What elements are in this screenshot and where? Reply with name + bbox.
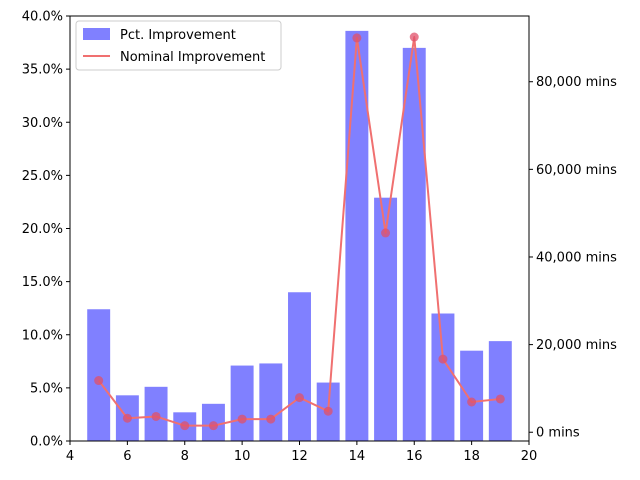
x-tick-label-18: 18	[463, 449, 480, 464]
legend-box	[75, 20, 282, 71]
bars-layer	[87, 30, 512, 441]
y-right-tick-label-4: 80,000 mins	[536, 75, 617, 90]
x-tick-label-4: 4	[66, 449, 74, 464]
y-right-tick-label-3: 60,000 mins	[536, 163, 617, 178]
nominal-improvement-point-8	[180, 421, 190, 431]
y-left-tick-label-4: 20.0%	[22, 222, 63, 237]
x-tick-label-14: 14	[349, 449, 366, 464]
y-left-tick-label-5: 25.0%	[22, 169, 63, 184]
y-left-tick-label-0: 0.0%	[30, 435, 63, 450]
bar-14	[345, 30, 369, 441]
axes-layer: 4 6 8 10 12 14 16 18 20 0.0% 5.0% 10.0% 15.0% 20.0% 25…	[22, 10, 617, 465]
legend: Pct. Improvement Nominal Improvement	[75, 20, 282, 71]
bar-19	[488, 341, 512, 441]
y-left-tick-label-2: 10.0%	[22, 328, 63, 343]
legend-label-nominal-improvement: Nominal Improvement	[120, 50, 265, 65]
nominal-improvement-point-18	[467, 397, 477, 407]
nominal-improvement-point-6	[122, 413, 132, 423]
x-tick-label-20: 20	[521, 449, 538, 464]
legend-label-pct-improvement: Pct. Improvement	[120, 28, 236, 43]
y-right-tick-label-2: 40,000 mins	[536, 250, 617, 265]
bar-15	[374, 197, 398, 441]
nominal-improvement-point-19	[495, 394, 505, 404]
y-right-tick-label-1: 20,000 mins	[536, 338, 617, 353]
nominal-improvement-point-15	[381, 228, 391, 238]
nominal-improvement-point-13	[323, 406, 333, 416]
x-tick-label-10: 10	[234, 449, 251, 464]
line-layer	[94, 32, 505, 431]
x-tick-label-16: 16	[406, 449, 423, 464]
nominal-improvement-point-17	[438, 354, 448, 364]
y-left-tick-label-1: 5.0%	[30, 381, 63, 396]
bar-16	[402, 47, 426, 441]
x-tick-label-8: 8	[181, 449, 189, 464]
bar-12	[288, 292, 311, 441]
y-right-tick-label-0: 0 mins	[536, 426, 580, 441]
legend-swatch-pct-improvement	[83, 28, 110, 40]
nominal-improvement-point-11	[266, 414, 276, 424]
x-tick-label-12: 12	[291, 449, 308, 464]
nominal-improvement-point-10	[237, 414, 247, 424]
nominal-improvement-point-7	[151, 411, 161, 421]
bar-11	[259, 363, 283, 441]
bar-18	[460, 350, 484, 441]
nominal-improvement-point-12	[295, 393, 304, 403]
bar-10	[230, 365, 254, 441]
nominal-improvement-point-5	[94, 376, 104, 386]
x-tick-label-6: 6	[123, 449, 131, 464]
nominal-improvement-point-14	[352, 33, 362, 43]
y-left-tick-label-6: 30.0%	[22, 116, 63, 131]
nominal-improvement-point-9	[208, 421, 218, 431]
nominal-improvement-point-16	[409, 32, 419, 42]
y-left-tick-label-8: 40.0%	[22, 10, 63, 25]
bar-5	[87, 309, 111, 441]
bar-17	[431, 313, 455, 441]
y-left-tick-label-7: 35.0%	[22, 63, 63, 78]
y-left-tick-label-3: 15.0%	[22, 275, 63, 290]
